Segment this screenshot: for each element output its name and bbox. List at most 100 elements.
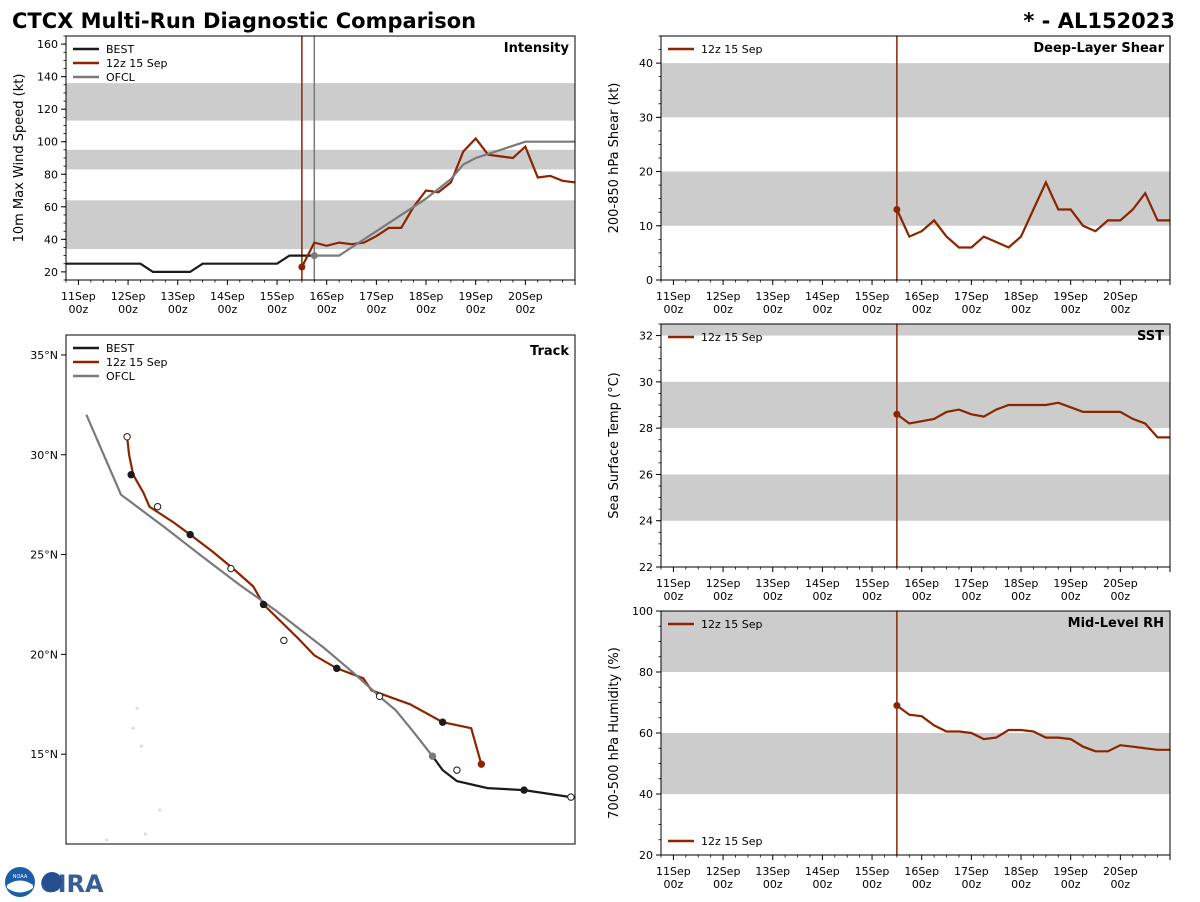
- lat-tick-label: 30°N: [30, 449, 58, 462]
- x-tick-label: 18Sep: [1004, 865, 1039, 878]
- x-tick-label: 00z: [912, 303, 932, 316]
- x-tick-label: 00z: [267, 303, 287, 316]
- x-tick-label: 00z: [664, 590, 684, 603]
- x-tick-label: 12Sep: [706, 290, 741, 303]
- x-tick-label: 20Sep: [508, 290, 543, 303]
- x-tick-label: 00z: [912, 590, 932, 603]
- y-tick-label: 30: [639, 111, 653, 124]
- x-tick-label: 18Sep: [409, 290, 444, 303]
- y-tick-label: 20: [639, 849, 653, 862]
- x-tick-label: 00z: [69, 303, 89, 316]
- y-tick-label: 20: [639, 166, 653, 179]
- series-line-best: [66, 254, 315, 273]
- y-axis-label: 10m Max Wind Speed (kt): [12, 74, 27, 243]
- y-tick-label: 10: [639, 220, 653, 233]
- legend-label: BEST: [106, 342, 134, 355]
- series-line-ofcl: [314, 140, 575, 257]
- lat-tick-label: 20°N: [30, 648, 58, 661]
- x-tick-label: 00z: [1110, 590, 1130, 603]
- legend-label: 12z 15 Sep: [701, 43, 763, 56]
- legend-label: 12z 15 Sep: [106, 57, 168, 70]
- legend-label: 12z 15 Sep: [701, 331, 763, 344]
- track-position-marker: [123, 433, 131, 441]
- y-tick-label: 100: [37, 136, 58, 149]
- x-tick-label: 13Sep: [755, 865, 790, 878]
- y-tick-label: 28: [639, 422, 653, 435]
- x-tick-label: 00z: [862, 303, 882, 316]
- x-tick-label: 00z: [466, 303, 486, 316]
- noaa-logo-text: NOAA: [13, 874, 28, 880]
- x-tick-label: 12Sep: [111, 290, 146, 303]
- panel-frame: [65, 334, 576, 845]
- x-tick-label: 11Sep: [61, 290, 96, 303]
- cira-logo-text: CIRA: [40, 870, 104, 898]
- shaded-band: [661, 474, 1170, 521]
- lat-tick-label: 15°N: [30, 748, 58, 761]
- x-tick-label: 00z: [763, 303, 783, 316]
- shaded-band: [66, 200, 575, 250]
- x-tick-label: 00z: [812, 878, 832, 891]
- x-tick-label: 20Sep: [1103, 577, 1138, 590]
- y-tick-label: 120: [37, 103, 58, 116]
- x-tick-label: 00z: [1011, 303, 1031, 316]
- y-tick-label: 60: [639, 727, 653, 740]
- x-tick-label: 00z: [961, 303, 981, 316]
- series-line-12z-15-sep: [895, 179, 1170, 249]
- x-tick-label: 00z: [118, 303, 138, 316]
- track-position-marker: [186, 530, 194, 539]
- series-line-12z-15-sep: [896, 704, 1170, 753]
- x-tick-label: 00z: [1061, 590, 1081, 603]
- x-tick-label: 00z: [763, 590, 783, 603]
- x-tick-label: 13Sep: [755, 290, 790, 303]
- y-tick-label: 26: [639, 468, 653, 481]
- panel-frame: [660, 323, 1171, 568]
- x-tick-label: 00z: [366, 303, 386, 316]
- x-tick-label: 00z: [515, 303, 535, 316]
- track-position-marker: [428, 752, 437, 760]
- y-tick-label: 100: [632, 605, 653, 618]
- y-tick-label: 80: [44, 168, 58, 181]
- track-position-marker: [477, 760, 486, 768]
- y-tick-label: 30: [639, 376, 653, 389]
- island-speck: [135, 706, 139, 710]
- x-tick-label: 17Sep: [954, 577, 989, 590]
- x-tick-label: 00z: [664, 878, 684, 891]
- y-tick-label: 160: [37, 38, 58, 51]
- panel-title: Mid-Level RH: [1068, 616, 1164, 631]
- map-background: [66, 335, 575, 844]
- x-tick-label: 13Sep: [755, 577, 790, 590]
- track-position-marker: [127, 471, 135, 479]
- x-tick-label: 16Sep: [904, 577, 939, 590]
- y-tick-label: 140: [37, 71, 58, 84]
- x-tick-label: 00z: [912, 878, 932, 891]
- track-position-marker: [153, 502, 162, 511]
- x-tick-label: 00z: [713, 590, 733, 603]
- x-tick-label: 15Sep: [260, 290, 295, 303]
- x-tick-label: 00z: [317, 303, 337, 316]
- x-tick-label: 00z: [168, 303, 188, 316]
- storm-id: * - AL152023: [1023, 9, 1175, 33]
- x-tick-label: 00z: [664, 303, 684, 316]
- legend-label: 12z 15 Sep: [701, 835, 763, 848]
- lat-tick-label: 25°N: [30, 549, 58, 562]
- legend-label: 12z 15 Sep: [106, 356, 168, 369]
- y-axis-label: 200-850 hPa Shear (kt): [607, 83, 622, 234]
- y-tick-label: 20: [44, 266, 58, 279]
- y-tick-label: 24: [639, 515, 653, 528]
- x-tick-label: 00z: [713, 303, 733, 316]
- x-tick-label: 14Sep: [805, 577, 840, 590]
- x-tick-label: 00z: [1061, 303, 1081, 316]
- x-tick-label: 13Sep: [160, 290, 195, 303]
- y-tick-label: 22: [639, 561, 653, 574]
- run-start-point: [893, 410, 901, 418]
- shaded-band: [66, 83, 575, 121]
- x-tick-label: 00z: [862, 590, 882, 603]
- x-tick-label: 15Sep: [855, 577, 890, 590]
- x-tick-label: 12Sep: [706, 865, 741, 878]
- track-position-marker: [333, 664, 341, 673]
- x-tick-label: 20Sep: [1103, 865, 1138, 878]
- x-tick-label: 00z: [862, 878, 882, 891]
- y-tick-label: 40: [639, 788, 653, 801]
- x-tick-label: 00z: [1061, 878, 1081, 891]
- lat-tick-label: 35°N: [30, 349, 58, 362]
